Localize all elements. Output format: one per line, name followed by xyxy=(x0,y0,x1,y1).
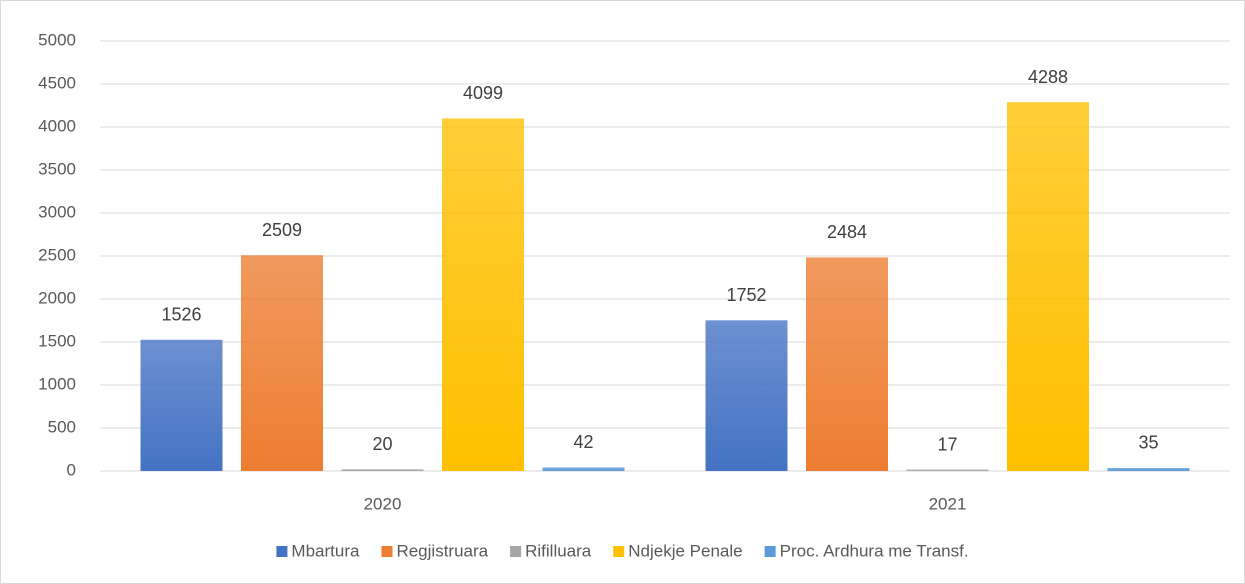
bar xyxy=(442,118,524,472)
value-label: 42 xyxy=(573,432,593,452)
legend-swatch xyxy=(764,546,776,557)
bar xyxy=(542,467,625,471)
y-tick-label: 4000 xyxy=(38,116,76,135)
value-label: 20 xyxy=(372,434,392,454)
bar xyxy=(1007,102,1089,472)
y-tick-label: 5000 xyxy=(38,30,76,49)
legend-label: Mbartura xyxy=(291,541,360,560)
value-label: 17 xyxy=(937,434,957,454)
y-tick-label: 3500 xyxy=(38,159,76,178)
bar xyxy=(241,255,323,471)
y-tick-label: 1000 xyxy=(38,374,76,393)
value-label: 4288 xyxy=(1028,67,1068,87)
value-label: 4099 xyxy=(463,83,503,103)
value-label: 2509 xyxy=(262,220,302,240)
x-tick-label: 2021 xyxy=(929,494,967,513)
y-tick-label: 4500 xyxy=(38,73,76,92)
legend-swatch xyxy=(510,546,522,557)
legend-swatch xyxy=(276,546,288,557)
y-tick-label: 2000 xyxy=(38,288,76,307)
legend-label: Proc. Ardhura me Transf. xyxy=(780,541,969,560)
legend-label: Rifilluara xyxy=(525,541,592,560)
bar xyxy=(341,469,424,471)
legend-label: Ndjekje Penale xyxy=(628,541,742,560)
y-tick-label: 2500 xyxy=(38,245,76,264)
y-tick-label: 0 xyxy=(67,460,76,479)
value-label: 1526 xyxy=(161,305,201,325)
bar xyxy=(906,469,989,472)
y-tick-label: 500 xyxy=(48,417,76,436)
value-label: 2484 xyxy=(827,222,867,242)
value-label: 35 xyxy=(1138,433,1158,453)
bar xyxy=(806,257,888,471)
bar xyxy=(140,339,223,471)
y-tick-label: 1500 xyxy=(38,331,76,350)
bar xyxy=(1107,467,1190,471)
value-label: 1752 xyxy=(726,285,766,305)
legend-label: Regjistruara xyxy=(396,541,488,560)
legend-swatch xyxy=(613,546,625,557)
bar xyxy=(705,320,788,471)
x-tick-label: 2020 xyxy=(364,494,402,513)
y-tick-label: 3000 xyxy=(38,202,76,221)
legend-swatch xyxy=(381,546,393,557)
